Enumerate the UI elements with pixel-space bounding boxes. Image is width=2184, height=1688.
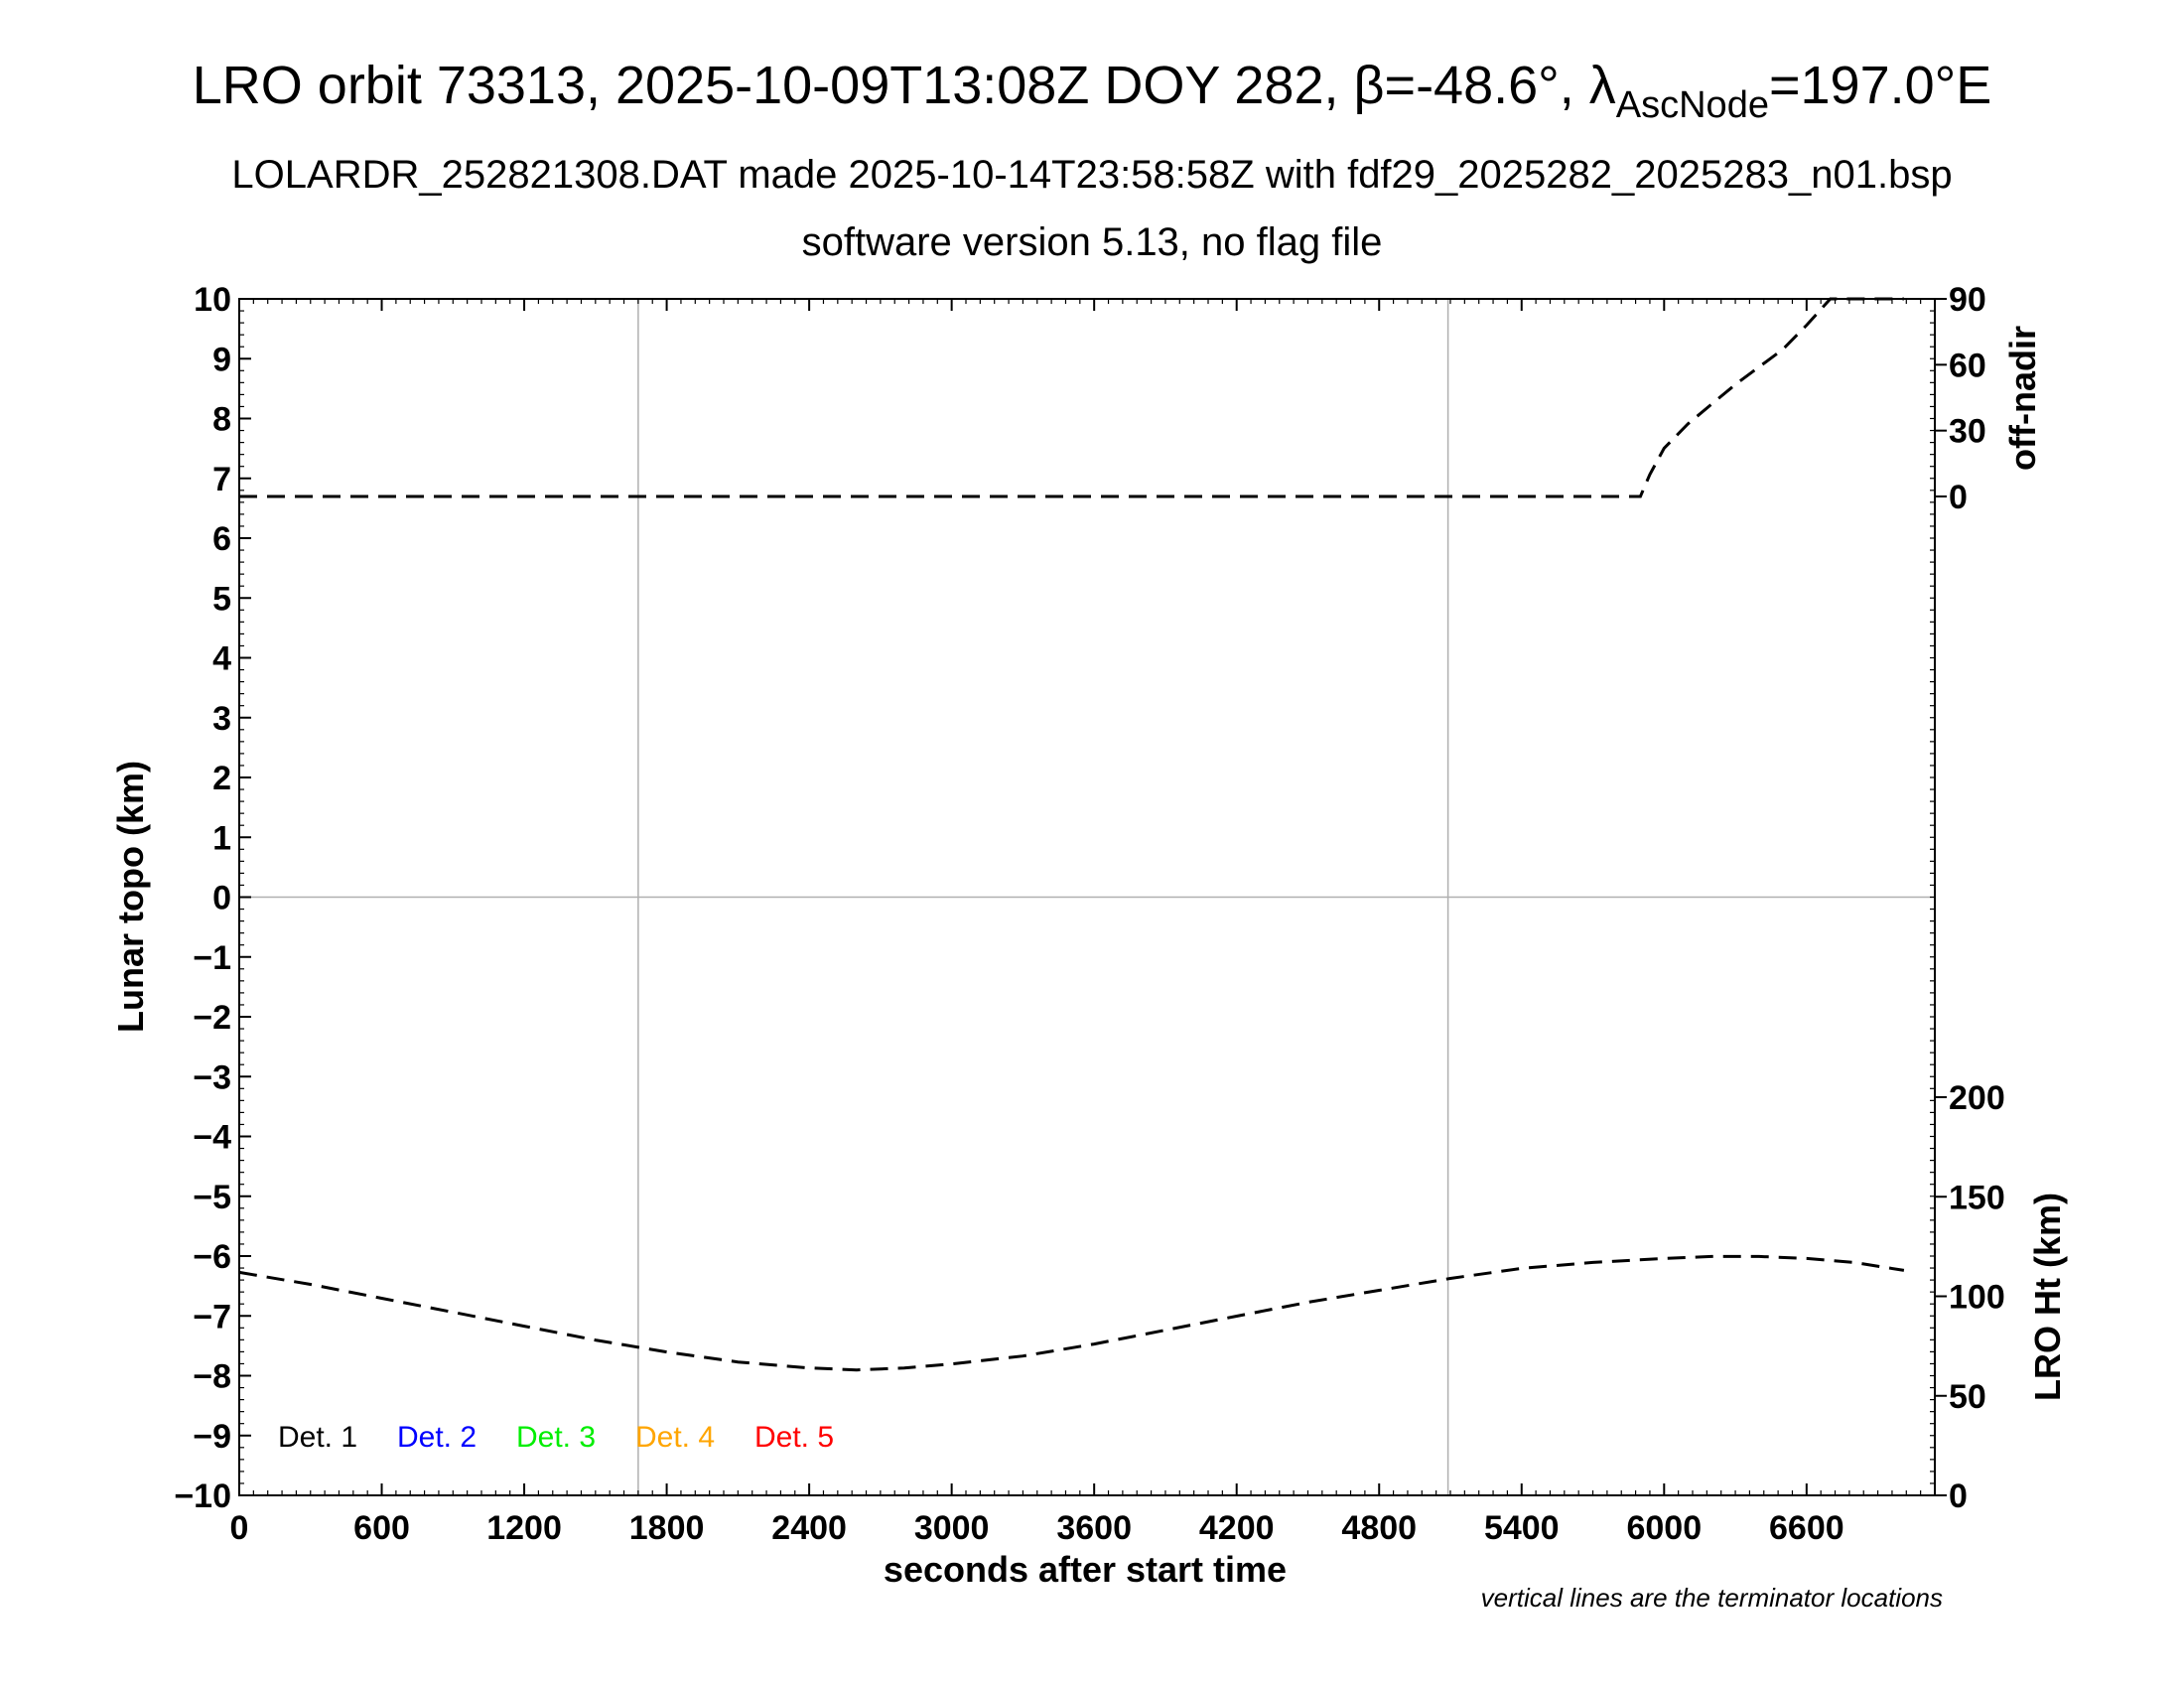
x-tick-label: 2400: [771, 1509, 847, 1547]
right-axis-label-lro-ht: LRO Ht (km): [2027, 1193, 2068, 1401]
legend-det-5: Det. 5: [754, 1421, 834, 1454]
y-tick-label: 3: [212, 700, 231, 738]
x-tick-label: 3600: [1056, 1509, 1132, 1547]
x-tick-label: 600: [353, 1509, 410, 1547]
lro-height-line: [238, 1254, 1905, 1372]
x-tick-label: 6600: [1769, 1509, 1844, 1547]
y-tick-label: −1: [193, 939, 231, 977]
off-nadir-tick-label: 90: [1949, 281, 1986, 319]
series-lines: [238, 297, 1905, 1372]
y-tick-label: 4: [212, 640, 231, 678]
legend-det-2: Det. 2: [397, 1421, 477, 1454]
legend-det-3: Det. 3: [516, 1421, 596, 1454]
y-axis-label: Lunar topo (km): [110, 761, 151, 1033]
y-tick-label: −2: [193, 999, 231, 1037]
title-subscript: AscNode: [1616, 84, 1769, 126]
lro-ht-tick-label: 100: [1949, 1279, 2005, 1317]
lro-ht-tick-label: 50: [1949, 1378, 1986, 1416]
y-tick-label: 5: [212, 580, 231, 618]
y-tick-label: −10: [174, 1477, 231, 1515]
x-tick-label: 6000: [1626, 1509, 1702, 1547]
right-top-tick-labels: 0 30 60 90: [1935, 281, 1986, 516]
chart-title: LRO orbit 73313, 2025-10-09T13:08Z DOY 2…: [193, 56, 1992, 126]
x-axis-label: seconds after start time: [884, 1549, 1287, 1590]
x-tick-label: 5400: [1484, 1509, 1560, 1547]
grid-lines: [239, 299, 1935, 1495]
y-tick-label: −6: [193, 1238, 231, 1276]
x-tick-label: 4200: [1199, 1509, 1275, 1547]
y-tick-label: 9: [212, 341, 231, 378]
y-tick-label: −7: [193, 1298, 231, 1336]
right-bottom-tick-labels: 0 50 100 150 200: [1935, 1079, 2005, 1515]
title-main: LRO orbit 73313, 2025-10-09T13:08Z DOY 2…: [193, 56, 1616, 115]
x-tick-label: 1200: [486, 1509, 562, 1547]
lro-ht-tick-label: 150: [1949, 1179, 2005, 1216]
y-tick-label: −3: [193, 1058, 231, 1096]
y-tick-label: 0: [212, 880, 231, 917]
y-tick-label: −5: [193, 1179, 231, 1216]
y-tick-label: 10: [194, 281, 231, 319]
off-nadir-tick-label: 30: [1949, 413, 1986, 451]
x-tick-label: 4800: [1341, 1509, 1417, 1547]
x-tick-labels: 0 600 1200 1800 2400 3000 3600 4200 4800 5400 6000…: [230, 1509, 1844, 1547]
x-tick-label: 1800: [629, 1509, 705, 1547]
y-tick-label: 1: [212, 819, 231, 857]
footer-note: vertical lines are the terminator locati…: [1481, 1583, 1943, 1613]
y-tick-label: −4: [193, 1119, 231, 1157]
y-tick-label: 8: [212, 401, 231, 439]
lro-ht-tick-label: 200: [1949, 1079, 2005, 1117]
y-tick-label: 2: [212, 760, 231, 797]
y-tick-label: −8: [193, 1358, 231, 1396]
lro-ht-tick-label: 0: [1949, 1477, 1968, 1515]
legend-det-4: Det. 4: [635, 1421, 715, 1454]
right-axis-label-off-nadir: off-nadir: [2002, 326, 2043, 471]
y-tick-label: −9: [193, 1418, 231, 1456]
title-end: =197.0°E: [1769, 56, 1991, 115]
off-nadir-line: [239, 297, 1904, 498]
y-tick-label: 7: [212, 461, 231, 498]
off-nadir-tick-label: 60: [1949, 347, 1986, 384]
x-tick-label: 3000: [914, 1509, 990, 1547]
legend-det-1: Det. 1: [278, 1421, 357, 1454]
chart-subtitle-1: LOLARDR_252821308.DAT made 2025-10-14T23…: [231, 153, 1952, 197]
chart-subtitle-2: software version 5.13, no flag file: [802, 220, 1383, 264]
legend: Det. 1 Det. 2 Det. 3 Det. 4 Det. 5: [278, 1421, 834, 1454]
y-tick-label: 6: [212, 520, 231, 558]
minor-ticks: [238, 298, 1936, 1496]
off-nadir-tick-label: 0: [1949, 479, 1968, 516]
x-tick-label: 0: [230, 1509, 249, 1547]
